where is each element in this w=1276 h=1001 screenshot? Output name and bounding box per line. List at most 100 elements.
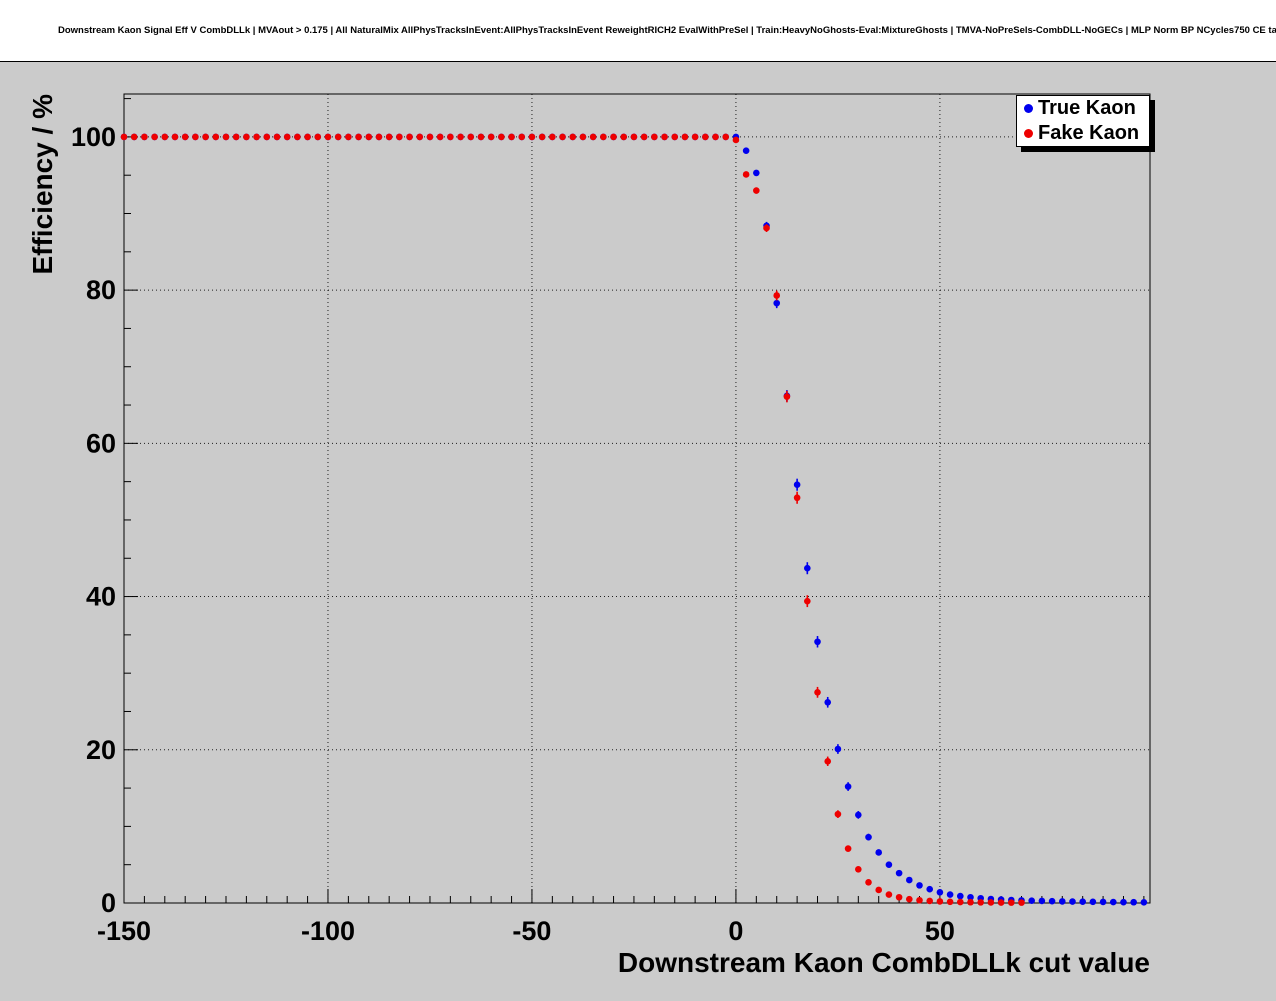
data-point-fake-kaon — [243, 133, 250, 141]
legend-label-true-kaon: True Kaon — [1038, 97, 1136, 119]
data-point-fake-kaon — [151, 133, 158, 141]
data-point-fake-kaon — [528, 133, 536, 141]
data-point-fake-kaon — [773, 292, 781, 299]
data-point-fake-kaon — [1007, 899, 1015, 906]
data-point-fake-kaon — [263, 133, 271, 141]
data-point-fake-kaon — [946, 898, 954, 906]
data-point-fake-kaon — [630, 133, 638, 141]
data-point-fake-kaon — [345, 133, 352, 141]
data-point-fake-kaon — [467, 133, 475, 141]
data-point-fake-kaon — [549, 133, 556, 141]
plot-frame — [123, 93, 1151, 904]
data-point-fake-kaon — [396, 133, 403, 141]
data-point-true-kaon — [1120, 898, 1127, 906]
data-point-fake-kaon — [130, 133, 138, 141]
data-point-fake-kaon — [620, 133, 628, 141]
data-point-fake-kaon — [742, 171, 750, 178]
data-point-fake-kaon — [518, 133, 526, 141]
canvas-title-bar: Downstream Kaon Signal Eff V CombDLLk | … — [0, 0, 1276, 62]
data-point-fake-kaon — [334, 133, 342, 141]
data-point-fake-kaon — [202, 133, 209, 141]
data-point-fake-kaon — [681, 133, 689, 141]
y-tick-label: 0 — [101, 888, 116, 918]
data-point-true-kaon — [1140, 899, 1148, 906]
data-point-fake-kaon — [906, 895, 913, 903]
data-point-true-kaon — [855, 811, 862, 819]
data-point-fake-kaon — [834, 810, 842, 818]
data-point-true-kaon — [742, 147, 750, 154]
fake-kaon-marker-icon — [1024, 129, 1033, 138]
data-point-true-kaon — [865, 833, 872, 841]
data-point-fake-kaon — [559, 133, 566, 141]
data-point-fake-kaon — [763, 224, 770, 232]
data-point-true-kaon — [834, 745, 842, 753]
data-point-fake-kaon — [232, 133, 240, 141]
data-point-fake-kaon — [538, 133, 546, 141]
x-tick-label: 0 — [728, 916, 743, 946]
data-point-fake-kaon — [294, 133, 301, 141]
data-point-fake-kaon — [355, 133, 362, 141]
data-point-true-kaon — [1028, 897, 1035, 905]
data-point-fake-kaon — [651, 133, 658, 141]
legend-label-fake-kaon: Fake Kaon — [1038, 122, 1140, 144]
y-tick-label: 60 — [86, 428, 116, 458]
x-tick-label: -50 — [512, 916, 551, 946]
data-point-true-kaon — [885, 861, 893, 868]
data-point-fake-kaon — [671, 133, 679, 141]
data-point-fake-kaon — [916, 896, 923, 904]
data-point-fake-kaon — [447, 133, 454, 141]
data-point-fake-kaon — [732, 136, 740, 144]
y-tick-label: 100 — [71, 122, 116, 152]
legend: True Kaon Fake Kaon — [1016, 95, 1150, 147]
data-point-true-kaon — [1069, 898, 1076, 905]
data-point-fake-kaon — [273, 133, 281, 141]
data-point-fake-kaon — [783, 393, 791, 400]
data-point-fake-kaon — [712, 133, 719, 141]
data-point-fake-kaon — [875, 886, 883, 894]
data-point-true-kaon — [916, 882, 923, 889]
data-point-fake-kaon — [865, 879, 872, 886]
data-point-fake-kaon — [589, 133, 597, 141]
y-tick-label: 80 — [86, 275, 116, 305]
data-point-fake-kaon — [640, 133, 648, 141]
data-point-fake-kaon — [936, 898, 944, 905]
data-point-true-kaon — [1048, 897, 1056, 905]
data-point-fake-kaon — [487, 133, 495, 141]
data-point-fake-kaon — [508, 133, 515, 141]
y-axis-title: Efficiency / % — [27, 94, 58, 275]
legend-entry-true-kaon: True Kaon — [1017, 96, 1149, 121]
data-point-fake-kaon — [426, 133, 434, 141]
data-point-fake-kaon — [253, 133, 260, 141]
data-point-fake-kaon — [375, 133, 383, 141]
data-point-true-kaon — [926, 885, 934, 893]
data-point-fake-kaon — [967, 898, 974, 906]
data-point-true-kaon — [1079, 898, 1086, 905]
data-point-true-kaon — [875, 849, 883, 856]
data-point-fake-kaon — [569, 133, 577, 141]
data-point-fake-kaon — [120, 133, 128, 141]
data-point-fake-kaon — [161, 133, 169, 141]
data-point-fake-kaon — [793, 494, 801, 502]
x-tick-label: 50 — [925, 916, 955, 946]
data-point-true-kaon — [1089, 898, 1097, 906]
data-point-fake-kaon — [722, 133, 730, 141]
data-point-true-kaon — [936, 888, 944, 896]
data-point-fake-kaon — [283, 133, 291, 141]
x-axis-title: Downstream Kaon CombDLLk cut value — [618, 947, 1150, 978]
data-point-true-kaon — [1099, 898, 1107, 906]
data-point-fake-kaon — [385, 133, 393, 141]
data-point-fake-kaon — [324, 133, 332, 141]
data-point-fake-kaon — [436, 133, 444, 141]
data-point-fake-kaon — [997, 899, 1005, 906]
data-point-fake-kaon — [406, 133, 413, 141]
data-point-fake-kaon — [753, 187, 760, 194]
data-point-true-kaon — [773, 299, 781, 307]
data-point-fake-kaon — [824, 757, 832, 765]
data-point-true-kaon — [946, 891, 954, 898]
data-point-fake-kaon — [987, 899, 995, 906]
data-point-fake-kaon — [579, 133, 587, 141]
data-point-true-kaon — [1058, 898, 1066, 905]
data-point-true-kaon — [753, 169, 760, 177]
data-point-fake-kaon — [957, 898, 964, 906]
data-point-fake-kaon — [691, 133, 699, 141]
